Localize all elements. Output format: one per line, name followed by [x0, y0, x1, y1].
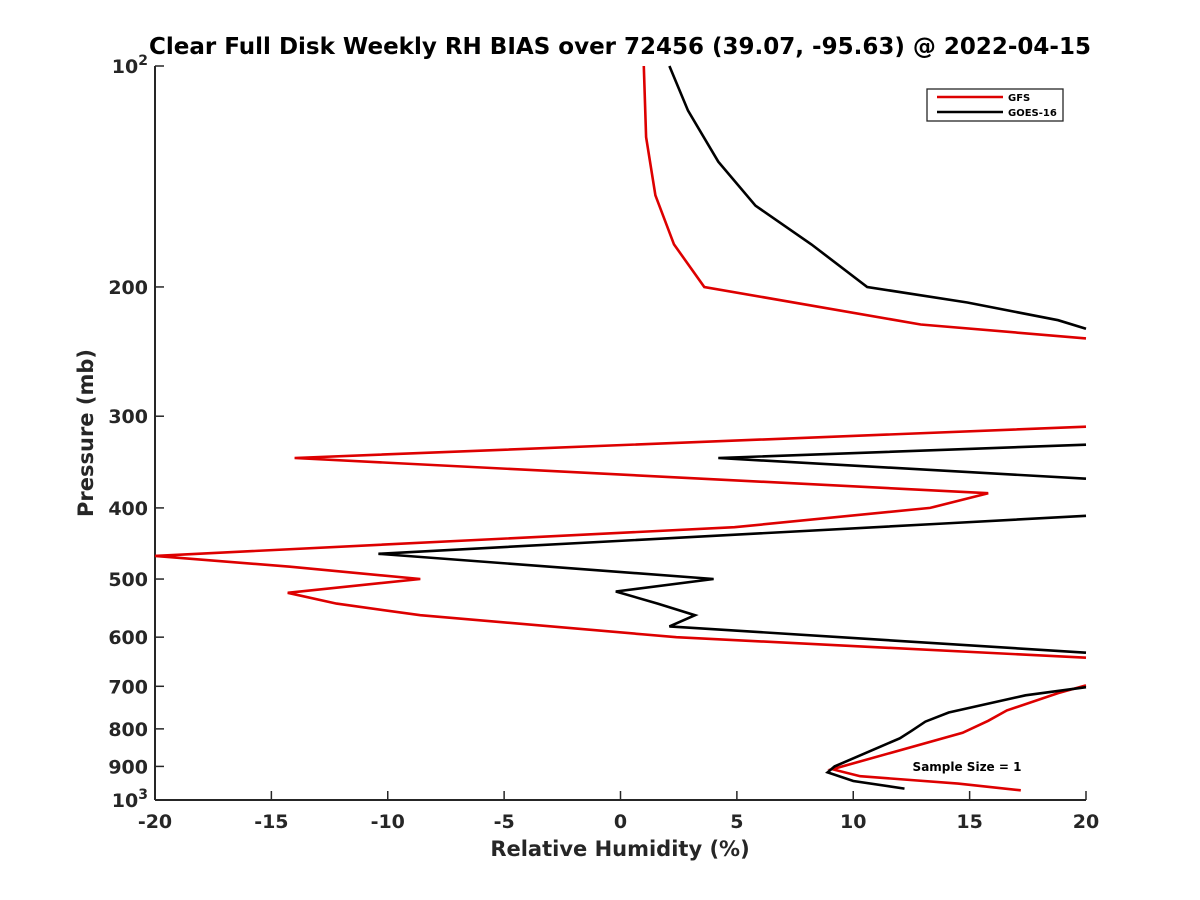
y-tick-label: 400 [108, 498, 148, 520]
x-tick-label: -20 [138, 811, 172, 833]
series-line-goes16 [378, 65, 1087, 790]
x-tick-label: -10 [371, 811, 405, 833]
y-tick-label: 103 [112, 787, 148, 812]
x-tick-label: 20 [1073, 811, 1099, 833]
x-tick-label: 5 [730, 811, 743, 833]
legend-label-goes16: GOES-16 [1008, 108, 1057, 119]
legend-box [926, 88, 1064, 122]
x-tick-label: 10 [840, 811, 866, 833]
x-tick-label: -15 [254, 811, 288, 833]
x-tick-label: 15 [956, 811, 982, 833]
y-tick-label: 900 [108, 756, 148, 778]
y-tick-label: 600 [108, 627, 148, 649]
y-axis-label: Pressure (mb) [74, 349, 98, 517]
y-tick-label: 102 [112, 53, 148, 78]
y-tick-label: 500 [108, 569, 148, 591]
x-tick-label: -5 [494, 811, 515, 833]
legend-label-gfs: GFS [1008, 93, 1030, 104]
y-tick-label: 800 [108, 719, 148, 741]
y-tick-label: 700 [108, 676, 148, 698]
series-line-gfs [154, 65, 1087, 792]
y-tick-label: 300 [108, 406, 148, 428]
legend: GFS GOES-16 [926, 88, 1064, 122]
ticks: -20 -15 -10 -5 0 5 10 15 20 102 200 300 400 500 600 700… [108, 53, 1099, 833]
x-axis-label: Relative Humidity (%) [490, 837, 749, 861]
series-layer [154, 65, 1087, 792]
chart-title: Clear Full Disk Weekly RH BIAS over 7245… [149, 34, 1091, 60]
y-tick-label: 200 [108, 277, 148, 299]
x-tick-label: 0 [614, 811, 627, 833]
sample-size-annotation: Sample Size = 1 [913, 760, 1022, 774]
